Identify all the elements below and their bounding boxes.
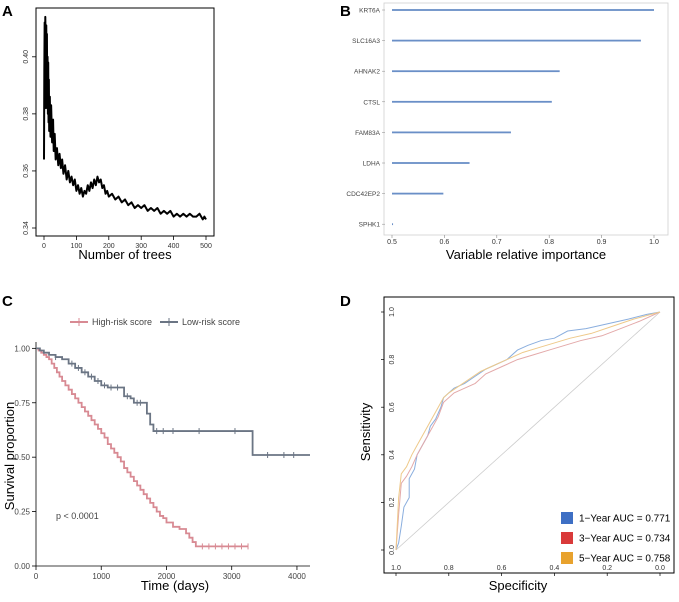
panel-b-bar-ldha bbox=[392, 162, 470, 164]
panel-a-ticks: 0 100 200 300 400 500 0.34 0.36 0.38 0.40 bbox=[23, 50, 212, 250]
panel-b-bar-ahnak2 bbox=[392, 70, 560, 73]
panel-d-xtick-label-0: 1.0 bbox=[391, 565, 401, 572]
panel-c-ytick-label-3: 0.75 bbox=[14, 399, 30, 408]
panel-d-legend-label-2: 3−Year AUC = 0.734 bbox=[579, 534, 671, 545]
panel-b-gene-label-ahnak2: AHNAK2 bbox=[354, 69, 380, 76]
panel-a-ytick-label-2: 0.38 bbox=[23, 107, 30, 121]
panel-d-ytick-label-5: 1.0 bbox=[389, 307, 396, 317]
panel-c-legend: High-risk score Low-risk score bbox=[70, 317, 240, 327]
panel-a-frame bbox=[35, 7, 215, 237]
panel-c-ytick-label-4: 1.00 bbox=[14, 344, 30, 353]
panel-a-oob-error-series bbox=[43, 15, 207, 221]
panel-b-gene-label-fam83a: FAM83A bbox=[355, 130, 381, 137]
panel-b-xtick-label-2: 0.7 bbox=[492, 239, 502, 246]
panel-d-reference-diagonal bbox=[395, 311, 661, 551]
panel-d-roc-curve-2 bbox=[395, 311, 661, 551]
legend-high-risk-label: High-risk score bbox=[92, 317, 152, 327]
panel-b-bars: KRT6A SLC16A3 AHNAK2 CTSL FAM83A LDHA CDC42EP2… bbox=[346, 8, 654, 229]
panel-a-xlabel: Number of trees bbox=[78, 247, 172, 262]
panel-b-xlabel: Variable relative importance bbox=[446, 247, 606, 262]
panel-a-ytick-label-1: 0.36 bbox=[23, 164, 30, 178]
panel-b-bar-krt6a bbox=[392, 9, 654, 11]
panel-b-bar-ctsl bbox=[392, 100, 552, 103]
panel-letter-a: A bbox=[2, 3, 13, 20]
panel-letter-d: D bbox=[340, 293, 351, 310]
panel-b-gene-label-ldha: LDHA bbox=[363, 161, 381, 168]
panel-b-xtick-label-0: 0.5 bbox=[387, 239, 397, 246]
panel-d-legend-swatch-1 bbox=[561, 512, 573, 524]
panel-d-frame bbox=[383, 296, 675, 574]
panel-a-xtick-label-1: 100 bbox=[71, 243, 83, 250]
panel-b-frame bbox=[383, 2, 669, 236]
panel-d-xtick-label-1: 0.8 bbox=[444, 565, 454, 572]
panel-d-xtick-label-2: 0.6 bbox=[497, 565, 507, 572]
panel-c-ytick-label-2: 0.50 bbox=[14, 453, 30, 462]
panel-b-xtick-label-5: 1.0 bbox=[649, 239, 659, 246]
panel-a: A 0 100 200 300 400 500 0.34 0.36 0.38 0.40 Numbe… bbox=[2, 3, 215, 262]
panel-d-legend-swatch-3 bbox=[561, 552, 573, 564]
panel-d-legend: 1−Year AUC = 0.771 3−Year AUC = 0.734 5−Ye… bbox=[561, 512, 671, 565]
legend-low-risk-label: Low-risk score bbox=[182, 317, 240, 327]
panel-c-xtick-label-1: 1000 bbox=[92, 572, 110, 581]
panel-d-ticks: 1.0 0.8 0.6 0.4 0.2 0.0 0.0 0.2 0.4 0.6 0.8 1.0 bbox=[381, 307, 665, 576]
panel-b-xtick-label-1: 0.6 bbox=[440, 239, 450, 246]
panel-b: B 0.5 0.6 0.7 0.8 0.9 1.0 KRT6A SLC16A3 AHNAK2 C… bbox=[340, 2, 669, 262]
panel-a-xtick-label-2: 200 bbox=[103, 243, 115, 250]
panel-b-gene-label-ctsl: CTSL bbox=[363, 99, 380, 106]
panel-d-ytick-label-2: 0.4 bbox=[389, 450, 396, 460]
panel-d-xlabel: Specificity bbox=[489, 578, 548, 593]
panel-d-xtick-label-3: 0.4 bbox=[550, 565, 560, 572]
panel-a-ytick-label-0: 0.34 bbox=[23, 221, 30, 235]
panel-b-bar-cdc42ep2 bbox=[392, 192, 444, 195]
panel-c-xtick-label-4: 4000 bbox=[288, 572, 306, 581]
panel-b-xtick-label-3: 0.8 bbox=[544, 239, 554, 246]
panel-c-ylabel: Survival proportion bbox=[2, 402, 17, 510]
panel-b-gene-label-cdc42ep2: CDC42EP2 bbox=[346, 191, 380, 198]
panel-d-lines bbox=[395, 311, 661, 551]
panel-letter-b: B bbox=[340, 3, 351, 20]
panel-b-ticks: 0.5 0.6 0.7 0.8 0.9 1.0 bbox=[387, 235, 659, 246]
panel-c-low-risk-curve bbox=[36, 347, 310, 456]
panel-d-ytick-label-0: 0.0 bbox=[389, 545, 396, 555]
panel-d-ytick-label-1: 0.2 bbox=[389, 497, 396, 507]
panel-b-gene-label-sphk1: SPHK1 bbox=[359, 222, 381, 229]
panel-a-xtick-label-3: 300 bbox=[135, 243, 147, 250]
panel-d: D 1.0 0.8 0.6 0.4 0.2 0.0 0.0 0.2 0.4 0.6 0.8 1.0 1… bbox=[340, 293, 675, 593]
panel-d-roc-curve-3 bbox=[395, 311, 661, 551]
panel-c-xtick-label-2: 2000 bbox=[158, 572, 176, 581]
panel-d-legend-label-3: 5−Year AUC = 0.758 bbox=[579, 554, 671, 565]
panel-a-xtick-label-0: 0 bbox=[42, 243, 46, 250]
panel-d-roc-curve-1 bbox=[395, 311, 661, 551]
panel-letter-c: C bbox=[2, 293, 13, 310]
panel-b-gene-label-slc16a3: SLC16A3 bbox=[352, 38, 380, 45]
panel-c-high-risk-curve bbox=[36, 347, 249, 548]
panel-c-xtick-label-0: 0 bbox=[34, 572, 39, 581]
panel-c: C 0 1000 2000 3000 40000.000.250.500.751.00 … bbox=[2, 293, 310, 593]
panel-c-pvalue: p < 0.0001 bbox=[56, 511, 99, 521]
panel-c-xtick-label-3: 3000 bbox=[223, 572, 241, 581]
panel-d-ytick-label-4: 0.8 bbox=[389, 355, 396, 365]
panel-d-ylabel: Sensitivity bbox=[358, 402, 373, 461]
panel-a-xtick-label-4: 400 bbox=[168, 243, 180, 250]
panel-a-oob-line bbox=[43, 15, 207, 221]
panel-c-ytick-label-0: 0.00 bbox=[14, 562, 30, 571]
panel-b-gene-label-krt6a: KRT6A bbox=[359, 8, 380, 15]
panel-a-ytick-label-3: 0.40 bbox=[23, 50, 30, 64]
panel-b-bar-slc16a3 bbox=[392, 39, 641, 42]
panel-c-axes: 0 1000 2000 3000 4000 0.00 0.25 0.50 0.75 1.00 bbox=[14, 342, 310, 581]
panel-b-xtick-label-4: 0.9 bbox=[597, 239, 607, 246]
panel-d-xtick-label-5: 0.0 bbox=[655, 565, 665, 572]
panel-d-ytick-label-3: 0.6 bbox=[389, 402, 396, 412]
panel-b-bar-fam83a bbox=[392, 131, 511, 134]
panel-d-xtick-label-4: 0.2 bbox=[602, 565, 612, 572]
panel-d-legend-label-1: 1−Year AUC = 0.771 bbox=[579, 514, 671, 525]
panel-c-ytick-label-1: 0.25 bbox=[14, 508, 30, 517]
panel-c-lines bbox=[36, 347, 310, 550]
panel-d-legend-swatch-2 bbox=[561, 532, 573, 544]
panel-b-bar-sphk1 bbox=[392, 223, 394, 226]
panel-c-xlabel: Time (days) bbox=[141, 578, 209, 593]
panel-a-xtick-label-5: 500 bbox=[200, 243, 212, 250]
